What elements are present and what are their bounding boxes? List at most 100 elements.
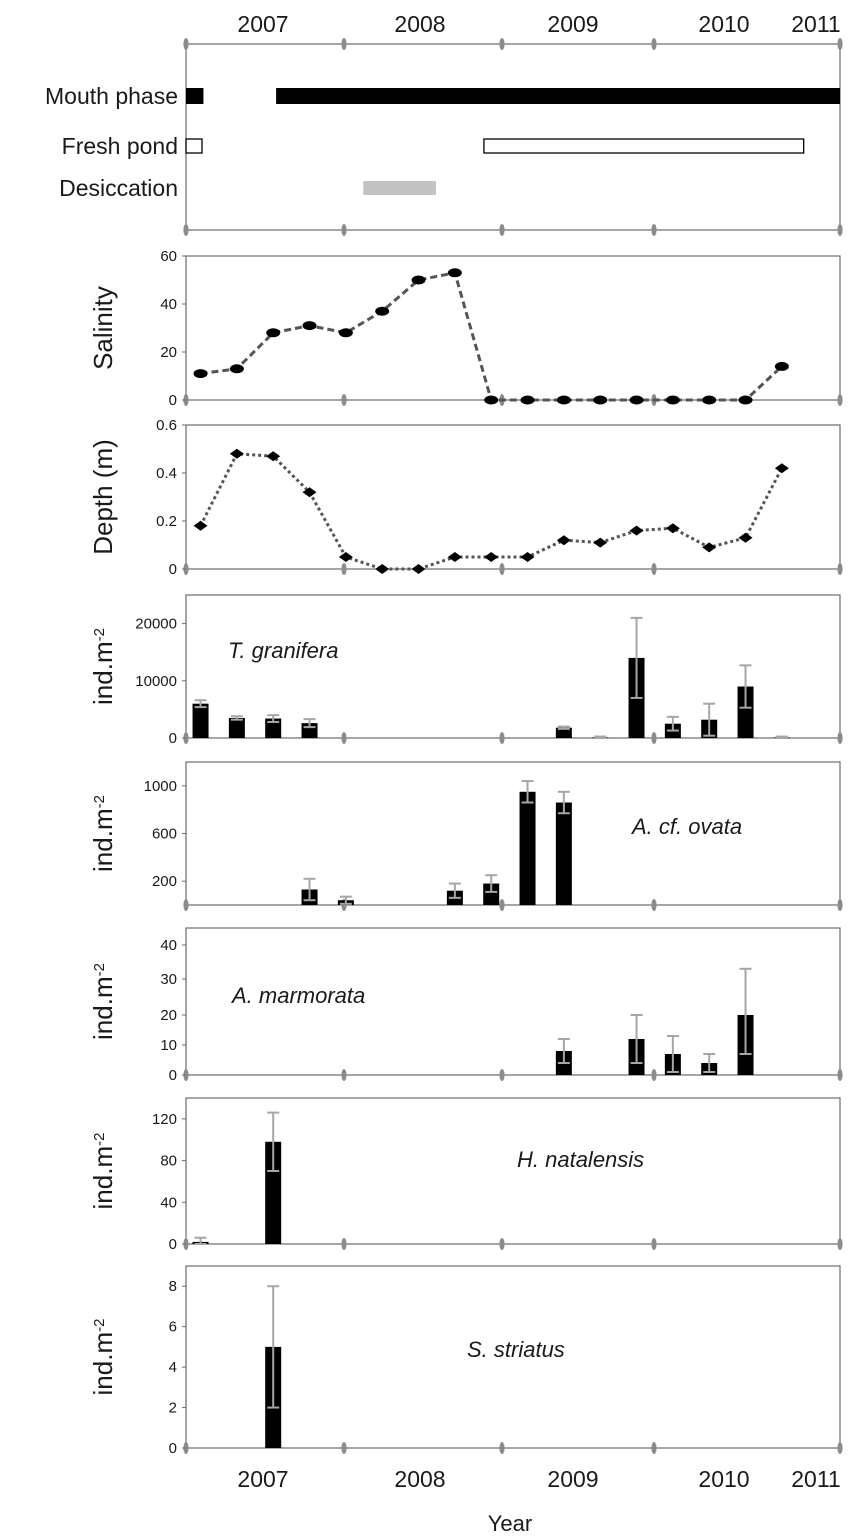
data-point — [665, 523, 680, 534]
panel-frame — [185, 424, 841, 570]
axis-bead — [341, 563, 347, 575]
top-year-label: 2010 — [698, 11, 749, 37]
axis-bead — [837, 1442, 843, 1454]
series-line — [199, 452, 784, 571]
bar — [228, 717, 245, 738]
axis-bead — [183, 38, 189, 50]
axis-bead — [651, 732, 657, 744]
data-point — [302, 487, 317, 498]
row-label: Desiccation — [59, 175, 178, 201]
data-point — [447, 552, 462, 562]
axis-bead — [341, 38, 347, 50]
axis-bead — [341, 394, 347, 406]
y-tick-label: 0.2 — [156, 513, 177, 530]
bar — [555, 727, 572, 738]
y-tick-label: 8 — [169, 1278, 177, 1295]
data-point — [556, 535, 571, 546]
top-year-label: 2007 — [237, 11, 288, 37]
data-point — [738, 532, 753, 543]
axis-bead — [183, 899, 189, 911]
data-point — [229, 364, 244, 374]
y-tick-label: 20000 — [135, 616, 177, 633]
axis-bead — [651, 1442, 657, 1454]
axis-bead — [837, 1069, 843, 1081]
y-tick-label: 200 — [152, 873, 177, 890]
axis-bead — [651, 1069, 657, 1081]
species-label: T. granifera — [228, 638, 338, 663]
data-point — [484, 552, 499, 562]
data-point — [520, 395, 535, 405]
y-tick-label: 10000 — [135, 673, 177, 690]
bottom-year-label: 2010 — [698, 1466, 749, 1492]
species-panel: ind.m-2 200 600 1000 A. cf. ovata — [88, 761, 843, 911]
y-tick-label: 30 — [160, 971, 177, 988]
timeline-segment — [276, 88, 840, 104]
axis-bead — [651, 563, 657, 575]
y-tick-label: 0.4 — [156, 465, 177, 482]
panel-frame — [185, 594, 841, 739]
species-label: H. natalensis — [517, 1147, 644, 1172]
species-label: A. marmorata — [230, 983, 365, 1008]
axis-bead — [651, 224, 657, 236]
axis-bead — [499, 1238, 505, 1250]
data-point — [266, 451, 281, 462]
data-point — [774, 361, 789, 371]
row-label: Mouth phase — [45, 83, 178, 109]
bottom-year-label: 2008 — [394, 1466, 445, 1492]
y-axis-title: Depth (m) — [88, 439, 118, 555]
axis-bead — [837, 38, 843, 50]
y-tick-label: 80 — [160, 1153, 177, 1170]
y-tick-label: 0 — [169, 1236, 177, 1253]
timeline-segment — [186, 88, 204, 104]
species-panel: ind.m-2 0 10 20 30 40 A. marmorata — [88, 927, 843, 1084]
y-tick-label: 40 — [160, 296, 177, 313]
data-point — [338, 328, 353, 338]
top-year-label: 2011 — [791, 11, 840, 37]
axis-bead — [837, 899, 843, 911]
axis-bead — [651, 1238, 657, 1250]
bar — [265, 1141, 282, 1244]
bar — [737, 686, 754, 738]
bottom-year-labels: 2007 2008 2009 2010 2011 — [237, 1466, 840, 1492]
y-axis-title: ind.m-2 — [88, 628, 118, 705]
axis-bead — [499, 224, 505, 236]
species-label: S. striatus — [467, 1337, 565, 1362]
y-tick-label: 40 — [160, 937, 177, 954]
panel-frame — [185, 255, 841, 401]
series-line — [200, 271, 783, 402]
axis-bead — [837, 1238, 843, 1250]
y-tick-label: 1000 — [144, 778, 177, 795]
y-tick-label: 60 — [160, 248, 177, 265]
panel-frame — [185, 927, 841, 1076]
top-year-labels: 2007 2008 2009 2010 2011 — [237, 11, 840, 37]
axis-bead — [837, 563, 843, 575]
timeline-segment — [483, 138, 805, 154]
data-point — [774, 463, 789, 474]
axis-bead — [499, 38, 505, 50]
y-axis-title: ind.m-2 — [88, 1133, 118, 1210]
axis-bead — [837, 394, 843, 406]
x-axis-title: Year — [488, 1511, 532, 1536]
axis-bead — [341, 1069, 347, 1081]
row-label: Fresh pond — [62, 133, 178, 159]
data-point — [593, 537, 608, 548]
y-axis-title: ind.m-2 — [88, 963, 118, 1040]
data-point — [266, 328, 281, 338]
bar — [192, 703, 209, 738]
species-panel: ind.m-2 0 2 4 6 8 S. striatus — [88, 1265, 843, 1457]
data-point — [447, 268, 462, 278]
bottom-year-label: 2009 — [547, 1466, 598, 1492]
axis-bead — [499, 1442, 505, 1454]
data-point — [629, 525, 644, 536]
depth-panel: Depth (m) 0 0.2 0.4 0.6 — [88, 417, 843, 578]
data-point — [302, 321, 317, 331]
y-tick-label: 4 — [169, 1359, 177, 1376]
y-tick-label: 2 — [169, 1400, 177, 1417]
y-tick-label: 0 — [169, 392, 177, 409]
data-point — [375, 306, 390, 316]
species-panel: ind.m-2 0 10000 20000 T. granifera — [88, 594, 843, 747]
y-tick-label: 0 — [169, 561, 177, 578]
timeline-panel: Mouth phase Fresh pond Desiccation — [45, 38, 843, 236]
data-point — [702, 395, 717, 405]
y-axis-title: ind.m-2 — [88, 1319, 118, 1396]
